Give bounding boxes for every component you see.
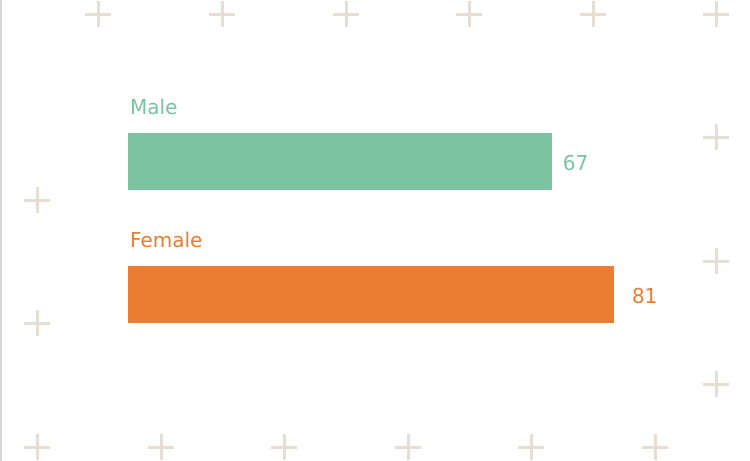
bar-male: [128, 133, 552, 190]
category-label: Female: [130, 228, 203, 252]
plus-icon: [703, 248, 729, 274]
category-label: Male: [130, 95, 178, 119]
plus-icon: [85, 1, 111, 27]
plus-icon: [24, 187, 50, 213]
plus-icon: [642, 434, 668, 460]
left-border: [0, 0, 2, 461]
plus-icon: [24, 434, 50, 460]
data-label: 81: [631, 284, 658, 308]
plus-icon: [518, 434, 544, 460]
bar-female: [128, 266, 614, 323]
data-label: 67: [562, 151, 589, 175]
plus-icon: [148, 434, 174, 460]
plus-icon: [395, 434, 421, 460]
plus-icon: [456, 1, 482, 27]
plus-icon: [703, 124, 729, 150]
plus-icon: [580, 1, 606, 27]
plus-icon: [24, 310, 50, 336]
plus-icon: [703, 1, 729, 27]
plus-icon: [333, 1, 359, 27]
plus-icon: [271, 434, 297, 460]
plus-icon: [209, 1, 235, 27]
plus-icon: [703, 371, 729, 397]
